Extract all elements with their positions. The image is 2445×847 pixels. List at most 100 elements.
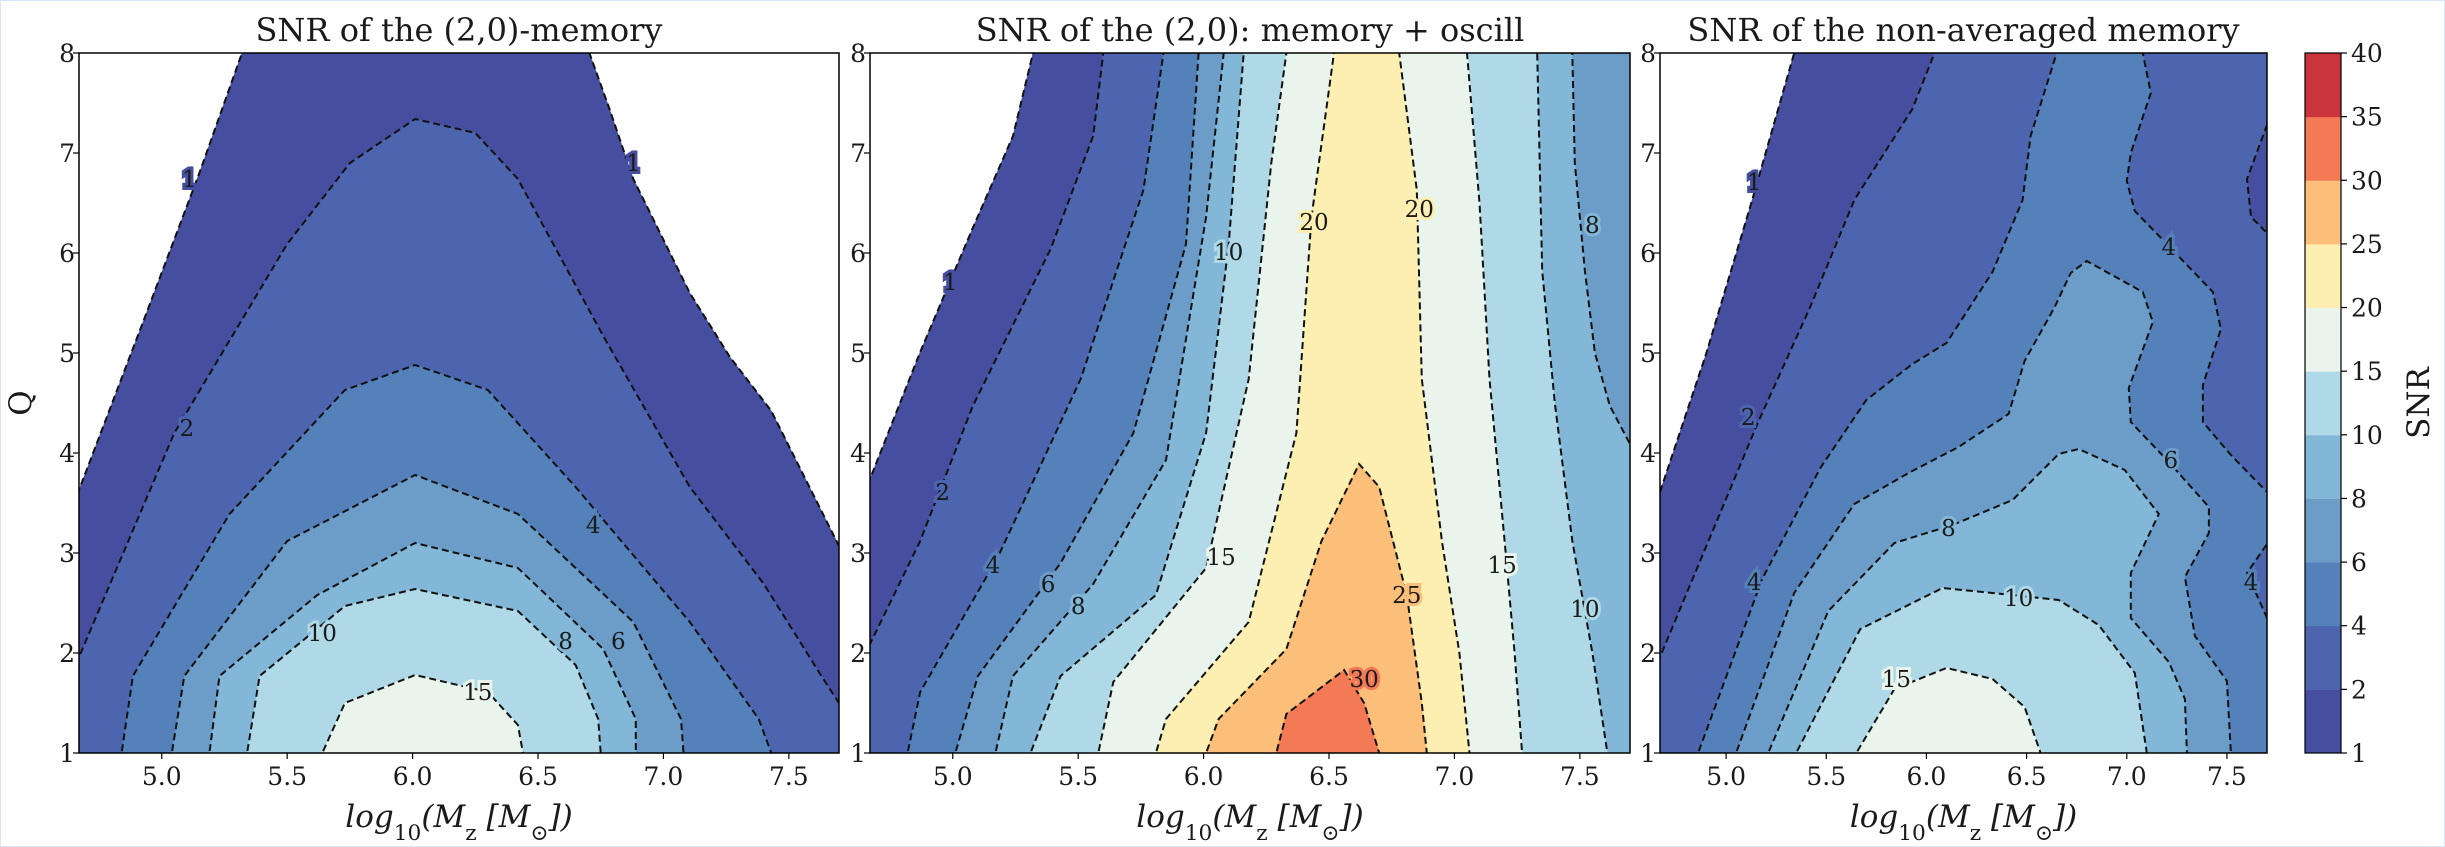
y-tick-label: 8 [1640,39,1656,68]
subscript: 10 [1185,821,1213,846]
label-part: ]) [2052,799,2077,835]
panel-title: SNR of the non-averaged memory [1687,11,2239,49]
colorbar-tick-label: 1 [2351,739,2367,768]
y-tick-label: 4 [850,439,866,468]
subscript: ⊙ [2035,821,2053,846]
contour-label: 4 [2244,570,2259,596]
colorbar-band [2305,625,2341,690]
contour-label: 6 [2164,448,2179,474]
x-tick-label: 5.5 [1806,762,1846,791]
y-tick-label: 2 [850,639,866,668]
contour-label: 8 [1941,516,1956,542]
contour-label: 4 [2162,235,2177,261]
x-tick-label: 6.0 [1907,762,1947,791]
y-tick-label: 1 [850,739,866,768]
y-tick-label: 7 [59,139,75,168]
contour-label: 2 [1741,405,1756,431]
colorbar-tick-label: 25 [2351,230,2383,259]
contour-line-15 [1855,666,2042,753]
x-tick-label: 5.5 [267,762,307,791]
contour-label: 30 [1349,667,1378,693]
contour-label: 10 [1214,240,1243,266]
contour-label: 2 [180,416,195,442]
y-tick-label: 1 [59,739,75,768]
contour-label: 1 [943,270,958,296]
colorbar-band [2305,53,2341,118]
label-part: log [1136,799,1184,835]
contour-label: 10 [2004,586,2033,612]
contour-label: 4 [986,553,1001,579]
colorbar-tick-label: 40 [2351,39,2383,68]
colorbar: 1 2 4 6 8 10 15 20 25 30 35 40 SNR [2304,39,2437,768]
colorbar-band [2305,434,2341,499]
subscript: ⊙ [530,821,548,846]
y-tick-label: 1 [1640,739,1656,768]
label-part: log [345,799,393,835]
y-tick-label: 3 [850,539,866,568]
y-tick-label: 3 [59,539,75,568]
y-tick-label: 5 [850,339,866,368]
colorbar-tick-label: 4 [2351,612,2367,641]
label-part: [M [1981,799,2036,835]
x-tick-label: 5.0 [1706,762,1746,791]
subscript: z [465,821,476,846]
contour-line-8 [208,541,637,753]
colorbar-tick-label: 35 [2351,103,2383,132]
contour-line-25 [1205,462,1428,753]
colorbar-band [2305,371,2341,436]
y-tick-label: 4 [1640,439,1656,468]
label-part: [M [1268,799,1323,835]
y-tick-label: 4 [59,439,75,468]
contour-line-2 [79,117,839,705]
contour-line-6 [170,473,685,753]
colorbar-tick-label: 8 [2351,484,2367,513]
colorbar-label: SNR [2401,365,2437,438]
y-tick-label: 5 [1640,339,1656,368]
contour-line-2 [1660,53,2267,660]
contour-label: 1 [182,167,197,193]
y-tick-label: 8 [59,39,75,68]
y-tick-label: 7 [850,139,866,168]
colorbar-band [2305,307,2341,372]
label-part: [M [477,799,532,835]
colorbar-band [2305,562,2341,627]
colorbar-tick-label: 15 [2351,357,2383,386]
y-tick-label: 5 [59,339,75,368]
label-part: (M [1212,799,1257,835]
colorbar-band [2305,180,2341,245]
contour-line-4 [906,53,1165,753]
x-axis-label: log10(Mz [M⊙]) [1136,799,1363,846]
colorbar-tick-label: 2 [2351,675,2367,704]
contour-label: 8 [1585,213,1600,239]
subscript: 10 [394,821,422,846]
contour-line-15 [321,673,524,753]
x-tick-label: 7.0 [1435,762,1475,791]
x-tick-label: 7.5 [2207,762,2247,791]
contour-label: 8 [558,629,573,655]
contour-line-8 [994,53,1630,753]
contour-label: 4 [586,513,601,539]
contour-label: 15 [1882,667,1911,693]
y-tick-label: 6 [59,239,75,268]
contour-line-2 [870,53,1105,647]
y-axis-label: Q [3,390,39,415]
x-axis-label: log10(Mz [M⊙]) [345,799,572,846]
x-tick-label: 7.0 [644,762,684,791]
contour-label: 25 [1392,583,1421,609]
contour-line-4 [1697,53,2267,753]
plot-area: 1 2 4 8 10 15 4 6 4 [1660,53,2267,753]
colorbar-tick-label: 6 [2351,548,2367,577]
contour-label: 6 [1041,572,1056,598]
x-tick-label: 6.5 [2007,762,2047,791]
contour-label: 20 [1405,197,1434,223]
panel-title: SNR of the (2,0): memory + oscill [976,11,1525,49]
contour-line-1 [1660,53,1796,495]
colorbar-band [2305,689,2341,754]
subscript: 10 [1898,821,1926,846]
y-tick-label: 3 [1640,539,1656,568]
label-part: ]) [548,799,573,835]
axes-frame [78,52,840,754]
contour-label: 20 [1299,210,1328,236]
